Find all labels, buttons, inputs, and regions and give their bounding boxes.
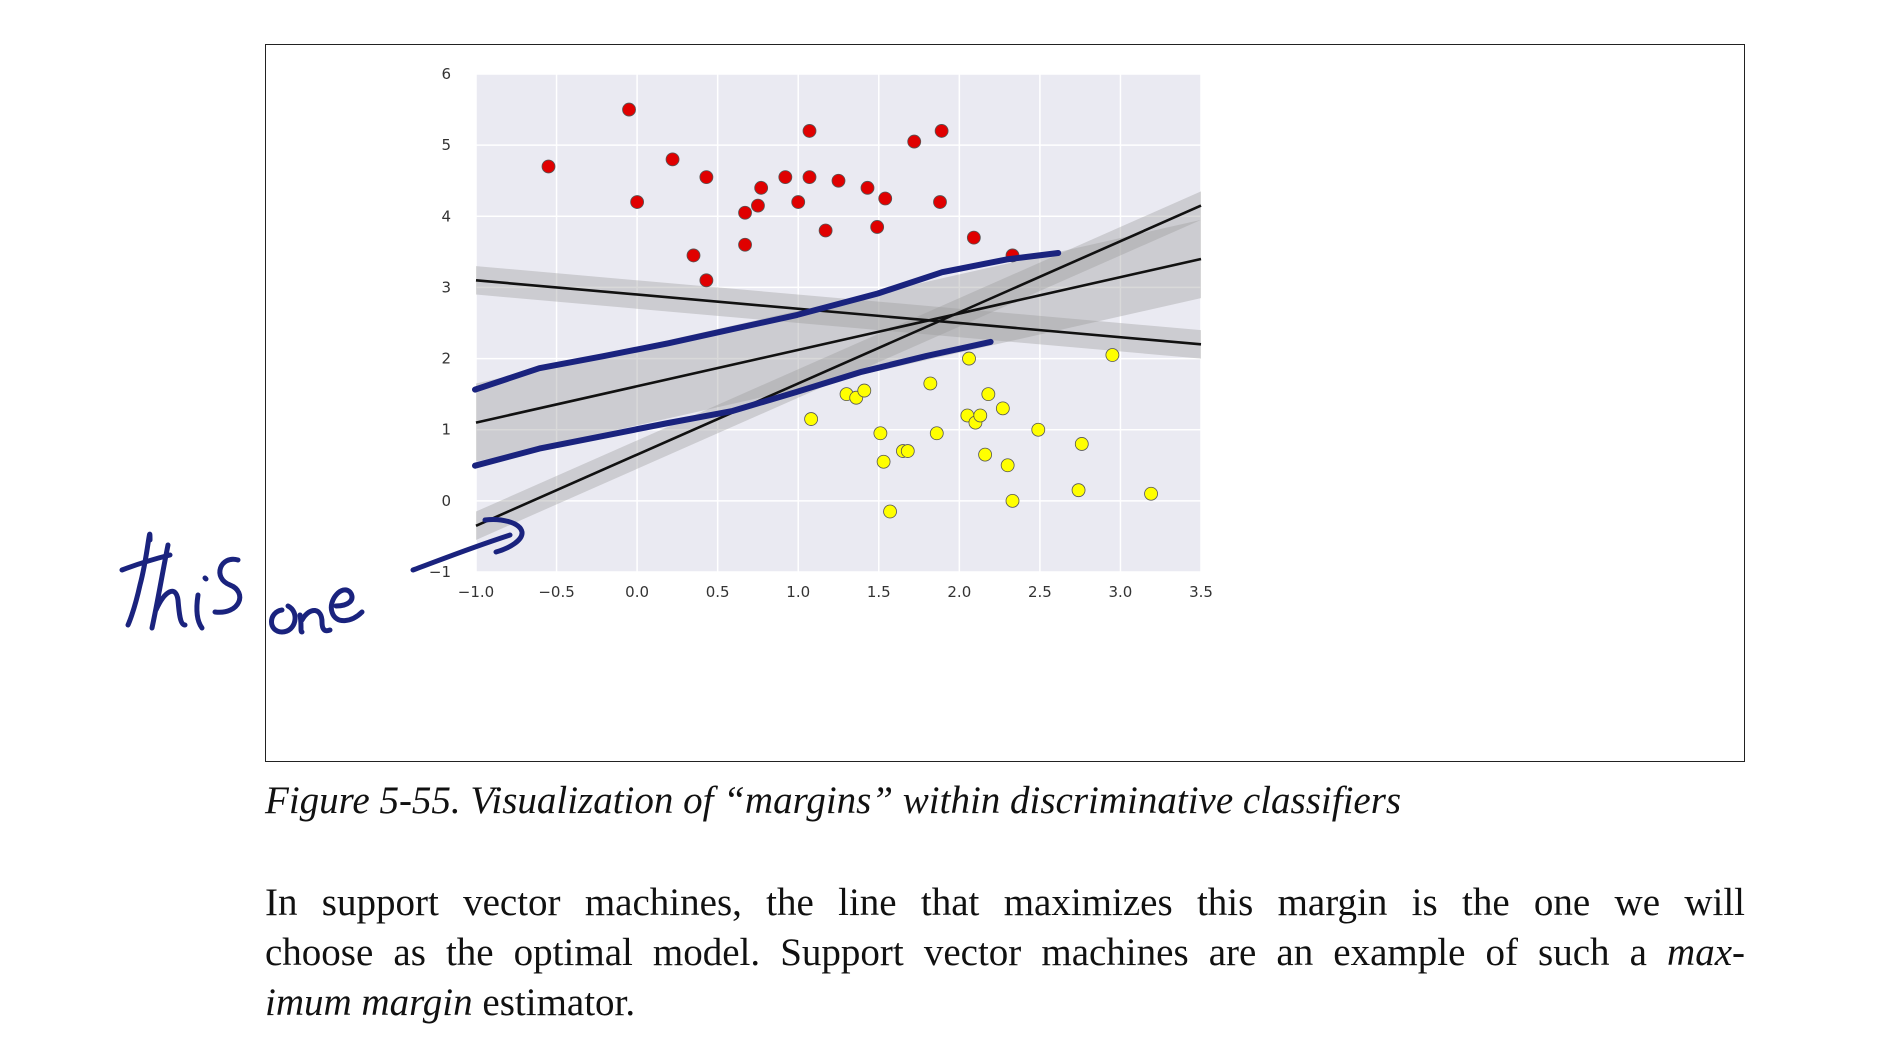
yellow-point: [1144, 486, 1158, 501]
paragraph-line-2-text: choose as the optimal model. Support vec…: [265, 931, 1668, 974]
yellow-point: [1071, 483, 1086, 498]
yellow-point: [973, 408, 988, 423]
red-point: [738, 237, 752, 252]
handwritten-this-i: [194, 575, 209, 631]
yellow-point: [1031, 422, 1046, 437]
y-tick-label: −1: [429, 563, 451, 581]
red-point: [686, 248, 701, 263]
x-tick-label: 0.0: [625, 583, 649, 601]
paragraph-line-2: choose as the optimal model. Support vec…: [265, 928, 1745, 978]
red-point: [699, 170, 714, 185]
x-tick-label: 3.5: [1189, 583, 1213, 601]
red-point: [699, 273, 714, 288]
yellow-point: [962, 351, 976, 366]
yellow-point: [804, 412, 819, 426]
paragraph-line-3: imum margin estimator.: [265, 978, 1745, 1028]
yellow-point: [981, 387, 996, 402]
red-point: [665, 152, 680, 167]
red-point: [791, 195, 806, 209]
yellow-point: [1074, 437, 1089, 451]
x-tick-label: −0.5: [538, 583, 574, 601]
handwritten-this-cross: [119, 552, 173, 573]
red-point: [1005, 248, 1020, 263]
handwritten-this-s: [212, 556, 243, 615]
x-tick-label: 1.0: [786, 583, 810, 601]
handwritten-this-h: [149, 542, 188, 631]
handwritten-this-t: [125, 531, 153, 628]
red-point: [860, 180, 875, 195]
x-tick-label: 3.0: [1109, 583, 1133, 601]
red-point: [630, 195, 645, 209]
red-point: [622, 102, 636, 117]
red-point: [802, 170, 817, 185]
yellow-point: [923, 376, 938, 391]
yellow-point: [929, 426, 944, 441]
figure-caption: Figure 5-55. Visualization of “margins” …: [265, 779, 1402, 822]
y-tick-label: 3: [441, 278, 451, 296]
yellow-point: [1105, 348, 1120, 362]
emphasis-maximum-margin: imum margin: [265, 981, 473, 1024]
x-tick-label: 2.5: [1028, 583, 1052, 601]
red-point: [831, 173, 846, 188]
x-tick-label: 2.0: [947, 583, 971, 601]
y-tick-label: 6: [441, 65, 451, 83]
red-point: [966, 230, 981, 245]
red-point: [802, 124, 817, 138]
y-tick-label: 0: [441, 492, 451, 510]
red-point: [751, 198, 765, 213]
x-tick-label: −1.0: [458, 583, 494, 601]
yellow-point: [978, 447, 993, 462]
y-tick-label: 5: [441, 136, 451, 154]
yellow-point: [1005, 493, 1020, 508]
red-point: [754, 180, 769, 195]
red-point: [933, 195, 947, 209]
red-point: [541, 159, 556, 174]
tick-labels: −1.0 −0.5 0.0 0.5 1.0 1.5 2.0 2.5 3.0 3.5 −1 0 1 2 3 4 5…: [429, 65, 1213, 601]
red-point: [878, 191, 893, 206]
yellow-point: [1000, 458, 1015, 473]
red-point: [738, 205, 752, 220]
x-tick-label: 1.5: [867, 583, 891, 601]
y-tick-label: 2: [441, 350, 451, 368]
body-paragraph: In support vector machines, the line tha…: [265, 878, 1745, 1028]
yellow-point: [995, 401, 1010, 416]
red-point: [934, 124, 949, 138]
paragraph-line-1: In support vector machines, the line tha…: [265, 881, 1745, 924]
red-point: [778, 170, 793, 185]
yellow-point: [857, 383, 872, 398]
yellow-point: [873, 426, 888, 441]
yellow-point: [900, 444, 915, 458]
red-point: [818, 223, 833, 238]
y-tick-label: 1: [441, 421, 451, 439]
yellow-point: [883, 504, 897, 519]
scatter-plot: −1.0 −0.5 0.0 0.5 1.0 1.5 2.0 2.5 3.0 3.5 −1 0 1 2 3 4 5…: [429, 65, 1213, 601]
red-point: [870, 220, 885, 234]
emphasis-max: max-: [1667, 931, 1745, 974]
paragraph-line-3-text: estimator.: [472, 981, 636, 1024]
yellow-point: [876, 454, 891, 469]
x-tick-label: 0.5: [706, 583, 730, 601]
y-tick-label: 4: [441, 207, 451, 225]
red-point: [907, 134, 922, 149]
figure-frame: −1.0 −0.5 0.0 0.5 1.0 1.5 2.0 2.5 3.0 3.5 −1 0 1 2 3 4 5…: [265, 44, 1745, 762]
